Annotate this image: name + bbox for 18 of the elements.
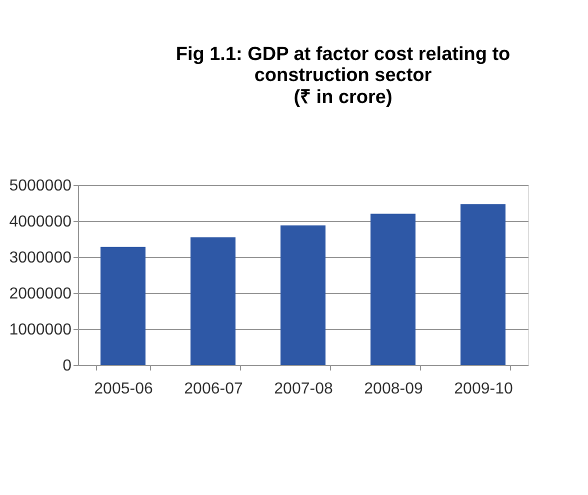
y-tick-label: 4000000 — [9, 214, 72, 230]
bar — [460, 204, 506, 365]
y-tick-label: 3000000 — [9, 250, 72, 266]
bar — [100, 246, 146, 365]
x-tick-label: 2006-07 — [184, 380, 243, 398]
y-tick-label: 1000000 — [9, 322, 72, 338]
x-tick-label: 2007-08 — [274, 380, 333, 398]
bar — [190, 237, 236, 365]
x-tick-label: 2009-10 — [454, 380, 513, 398]
x-tick-label: 2005-06 — [94, 380, 153, 398]
y-tick-label: 0 — [62, 358, 72, 374]
x-tick-label: 2008-09 — [364, 380, 423, 398]
bar — [280, 225, 326, 365]
chart-title: Fig 1.1: GDP at factor cost relating to construction sector — [176, 44, 510, 86]
bar — [370, 214, 416, 365]
y-tick-label: 5000000 — [9, 178, 72, 194]
y-tick-label: 2000000 — [9, 286, 72, 302]
chart-subtitle: (₹ in crore) — [294, 87, 392, 108]
